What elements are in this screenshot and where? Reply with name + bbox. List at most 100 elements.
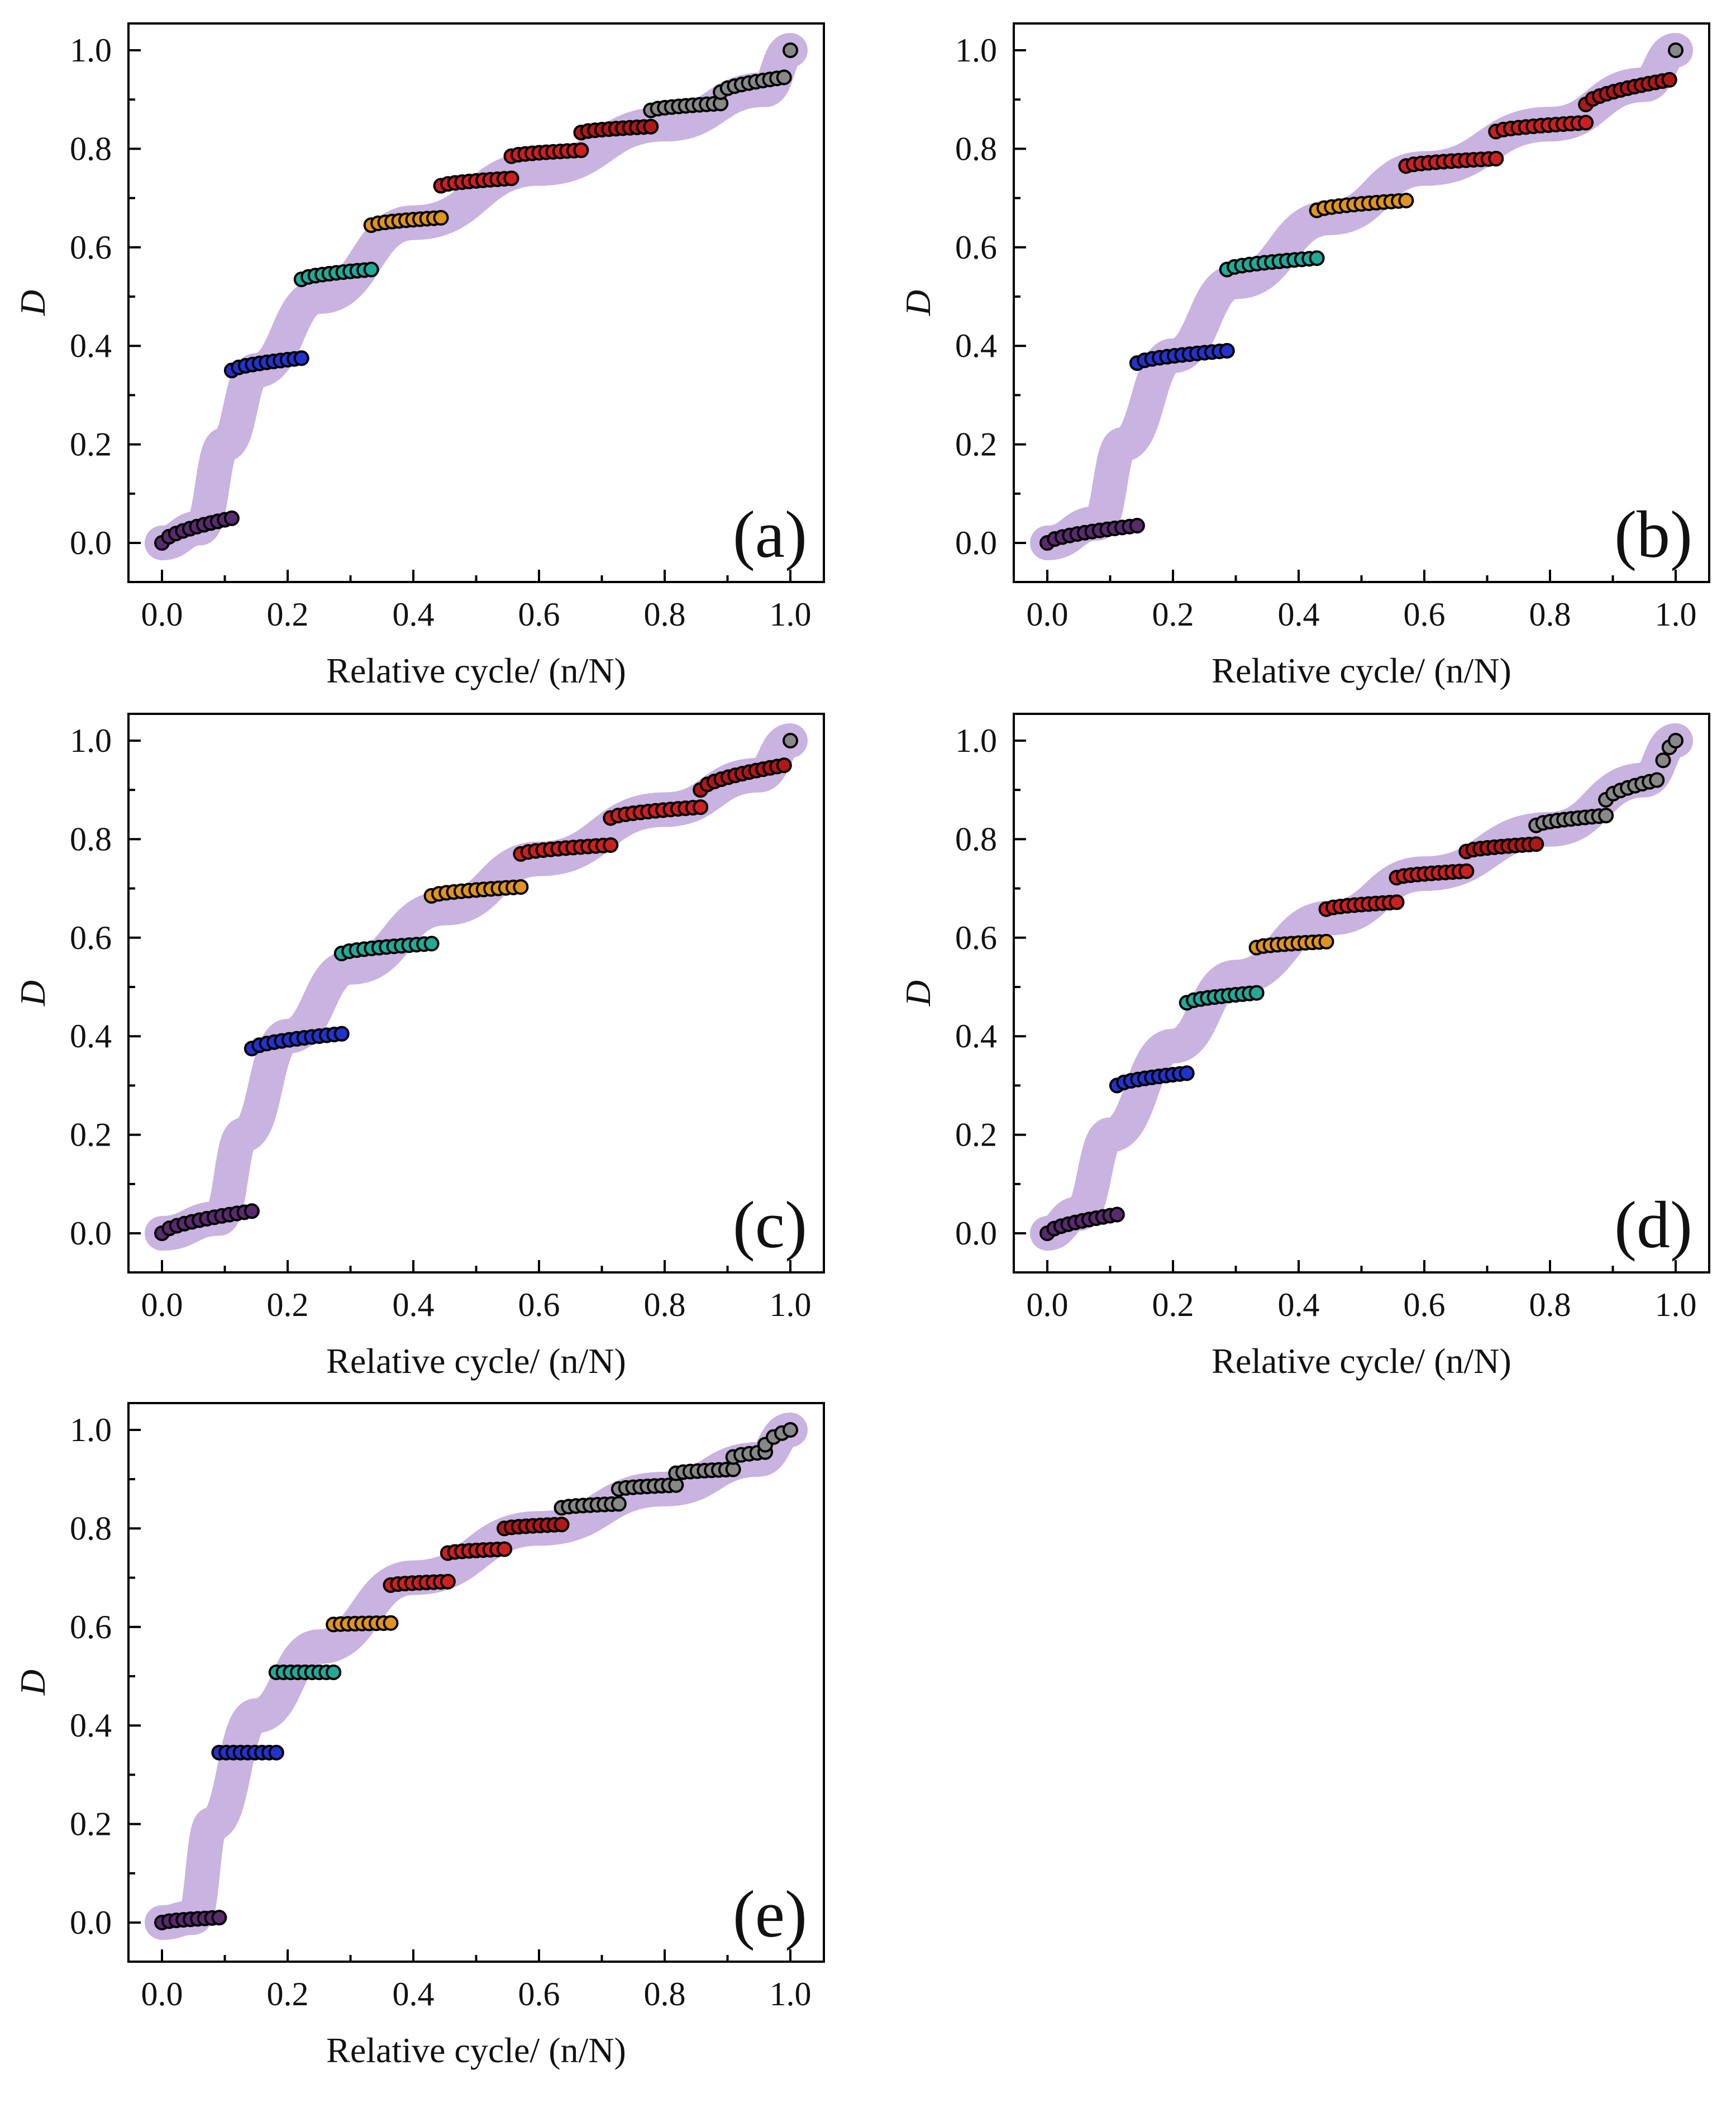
data-point <box>1398 193 1414 209</box>
x-tick-label: 0.6 <box>518 596 560 633</box>
axes: 0.0 0.0 0.2 0.2 0.4 0.4 0.6 0.6 0.8 0.8 1.0 1.0 <box>955 32 1697 633</box>
stage-3 <box>268 1664 342 1680</box>
stage-9 <box>713 69 792 100</box>
x-tick-label: 0.4 <box>1278 596 1320 633</box>
y-axis-label: D <box>13 290 53 316</box>
data-point <box>783 733 798 748</box>
y-tick-label: 0.8 <box>70 130 112 167</box>
x-tick-label: 1.0 <box>770 1976 812 2012</box>
stage-10 <box>668 1461 741 1481</box>
x-tick-label: 0.0 <box>141 1976 183 2012</box>
y-tick-label: 0.0 <box>955 524 997 561</box>
data-point <box>603 837 619 853</box>
y-tick-label: 0.4 <box>70 1018 112 1055</box>
data-point <box>693 799 709 815</box>
y-axis-label: D <box>898 980 938 1007</box>
stage-5 <box>513 837 619 862</box>
panel-d: 0.0 0.0 0.2 0.2 0.4 0.4 0.6 0.6 0.8 0.8 1.0 1.0 Rela… <box>898 713 1710 1381</box>
stage-7 <box>1458 836 1544 860</box>
data-point <box>293 350 309 366</box>
y-tick-label: 0.2 <box>70 1117 112 1153</box>
x-tick-label: 0.0 <box>141 1286 183 1323</box>
y-tick-label: 0.4 <box>955 1018 997 1055</box>
y-tick-label: 0.8 <box>70 821 112 857</box>
stage-6 <box>440 1541 513 1561</box>
data-point <box>1458 863 1475 879</box>
data-point <box>433 209 449 226</box>
stage-8 <box>554 1496 627 1516</box>
x-tick-label: 0.6 <box>1404 1286 1446 1323</box>
y-tick-label: 0.2 <box>955 1117 997 1153</box>
stage-4 <box>1309 193 1414 218</box>
x-tick-label: 0.2 <box>1152 1286 1194 1323</box>
data-point <box>1528 836 1544 852</box>
axes: 0.0 0.0 0.2 0.2 0.4 0.4 0.6 0.6 0.8 0.8 1.0 1.0 <box>955 722 1697 1323</box>
panel-tag: (a) <box>733 497 807 571</box>
data-point <box>1578 115 1594 131</box>
data-point <box>611 1496 627 1512</box>
stage-8 <box>643 96 729 118</box>
x-tick-label: 0.8 <box>644 1976 686 2012</box>
x-tick-label: 0.2 <box>267 596 309 633</box>
stage-1 <box>1039 1206 1125 1241</box>
y-tick-label: 0.6 <box>70 1609 112 1646</box>
panel-tag: (c) <box>733 1187 807 1262</box>
data-point <box>1248 985 1265 1001</box>
axes: 0.0 0.0 0.2 0.2 0.4 0.4 0.6 0.6 0.8 0.8 1.0 1.0 <box>70 32 812 633</box>
stage-8 <box>783 733 798 748</box>
x-axis-label: Relative cycle/ (n/N) <box>326 1341 626 1381</box>
x-tick-label: 0.4 <box>393 1976 435 2012</box>
x-tick-label: 0.0 <box>141 596 183 633</box>
x-tick-label: 0.6 <box>518 1976 560 2012</box>
stage-2 <box>223 350 309 379</box>
x-tick-label: 1.0 <box>770 1286 812 1323</box>
data-point <box>333 1026 350 1042</box>
stage-2 <box>244 1026 350 1057</box>
data-point <box>783 1422 798 1438</box>
data-point <box>1661 71 1677 88</box>
y-tick-label: 0.8 <box>70 1510 112 1547</box>
data-point <box>503 170 519 187</box>
y-tick-label: 0.4 <box>70 327 112 364</box>
data-point <box>1179 1065 1195 1081</box>
y-axis-label: D <box>13 1670 53 1696</box>
stage-2 <box>211 1744 284 1761</box>
data-point <box>776 69 792 85</box>
stage-8 <box>1528 808 1614 833</box>
x-tick-label: 0.0 <box>1027 1286 1069 1323</box>
data-point <box>1109 1206 1125 1223</box>
data-point <box>440 1573 456 1590</box>
x-tick-label: 0.6 <box>518 1286 560 1323</box>
stage-3 <box>1219 250 1325 278</box>
data-point <box>1318 933 1334 950</box>
stage-7 <box>1578 71 1677 113</box>
panel-tag: (d) <box>1614 1187 1692 1262</box>
x-tick-label: 0.2 <box>267 1286 309 1323</box>
data-point <box>497 1541 513 1557</box>
x-tick-label: 1.0 <box>1655 1286 1697 1323</box>
y-tick-label: 0.6 <box>70 229 112 266</box>
x-tick-label: 0.8 <box>1529 1286 1571 1323</box>
y-tick-label: 0.4 <box>70 1707 112 1744</box>
stage-1 <box>154 1910 227 1930</box>
x-tick-label: 0.4 <box>1278 1286 1320 1323</box>
x-axis-label: Relative cycle/ (n/N) <box>1212 1341 1511 1381</box>
stage-3 <box>333 936 440 962</box>
data-point <box>268 1744 284 1761</box>
x-tick-label: 0.4 <box>393 596 435 633</box>
panel-b: 0.0 0.0 0.2 0.2 0.4 0.4 0.6 0.6 0.8 0.8 1.0 1.0 Rela… <box>898 22 1710 690</box>
data-point <box>783 42 798 58</box>
stage-5 <box>1398 151 1504 174</box>
y-tick-label: 0.0 <box>70 1904 112 1941</box>
stage-4 <box>363 209 449 233</box>
stage-9 <box>1598 772 1665 808</box>
y-tick-label: 1.0 <box>70 1411 112 1448</box>
data-point <box>326 1664 342 1680</box>
data-point <box>223 510 240 526</box>
panel-c: 0.0 0.0 0.2 0.2 0.4 0.4 0.6 0.6 0.8 0.8 1.0 1.0 Rela… <box>13 713 825 1381</box>
stage-4 <box>1248 933 1334 956</box>
data-point <box>1488 151 1504 167</box>
x-tick-label: 1.0 <box>1655 596 1697 633</box>
trend-band <box>145 33 808 560</box>
